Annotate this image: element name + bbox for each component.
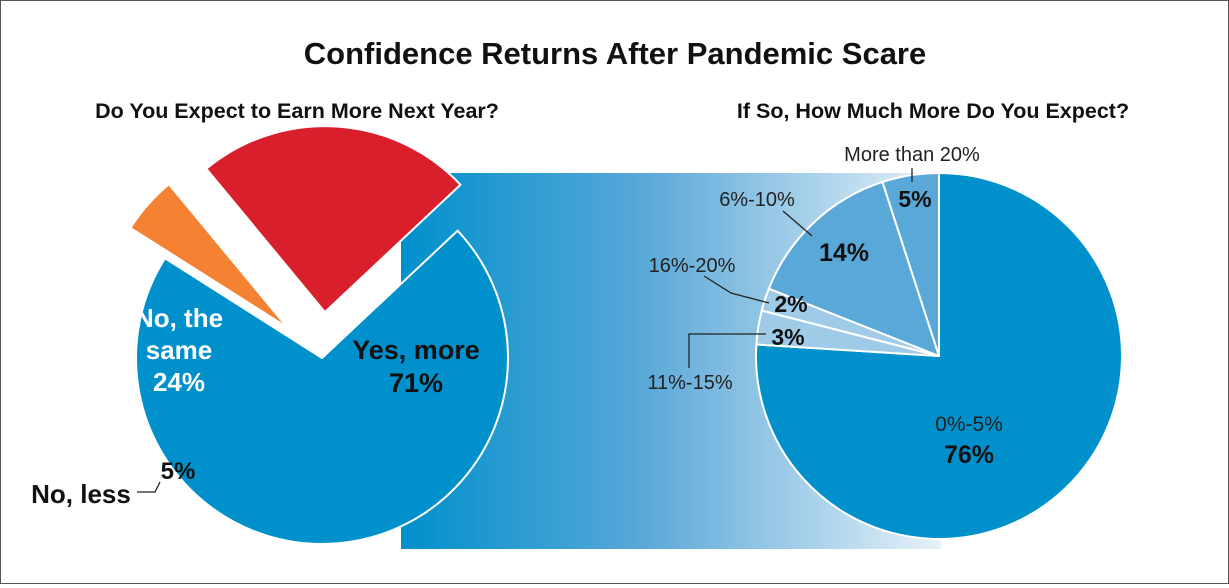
leader-11-15	[688, 333, 766, 368]
label-less-name: No, less	[31, 479, 131, 509]
label-more-than-20-value: 5%	[898, 186, 931, 212]
leader-lines	[137, 168, 913, 493]
label-yes-more-value: 71%	[389, 368, 443, 398]
left-pie-slice-yes-more	[135, 229, 509, 545]
right-pie	[754, 172, 1123, 540]
left-pie-slice-no-less	[129, 183, 289, 329]
label-0-5-value: 76%	[944, 441, 994, 469]
label-16-20-value: 2%	[774, 291, 807, 317]
right-pie-slice-0-5	[754, 172, 1123, 540]
label-more-than-20-name: More than 20%	[844, 144, 980, 166]
left-pie	[129, 125, 509, 545]
label-same-name-1: No, the	[135, 303, 223, 333]
label-same-name-2: same	[146, 335, 213, 365]
left-pie-subtitle: Do You Expect to Earn More Next Year?	[95, 99, 499, 123]
label-yes-more-name: Yes, more	[352, 335, 480, 365]
right-pie-subtitle: If So, How Much More Do You Expect?	[737, 99, 1129, 123]
leader-16-20	[703, 275, 770, 304]
chart-title: Confidence Returns After Pandemic Scare	[304, 36, 926, 71]
label-6-10-name: 6%-10%	[719, 189, 795, 211]
label-11-15-name: 11%-15%	[647, 372, 732, 394]
leader-6-10	[782, 210, 813, 237]
leader-no-less	[137, 481, 161, 493]
label-less-value: 5%	[161, 458, 196, 485]
label-0-5-name: 0%-5%	[935, 413, 1003, 436]
label-16-20-name: 16%-20%	[649, 255, 736, 277]
right-pie-slice-more-than-20	[881, 172, 940, 357]
label-6-10-value: 14%	[819, 239, 869, 267]
label-same-value: 24%	[153, 367, 205, 397]
left-pie-slice-no-the-same	[205, 125, 462, 314]
label-11-15-value: 3%	[771, 324, 804, 350]
